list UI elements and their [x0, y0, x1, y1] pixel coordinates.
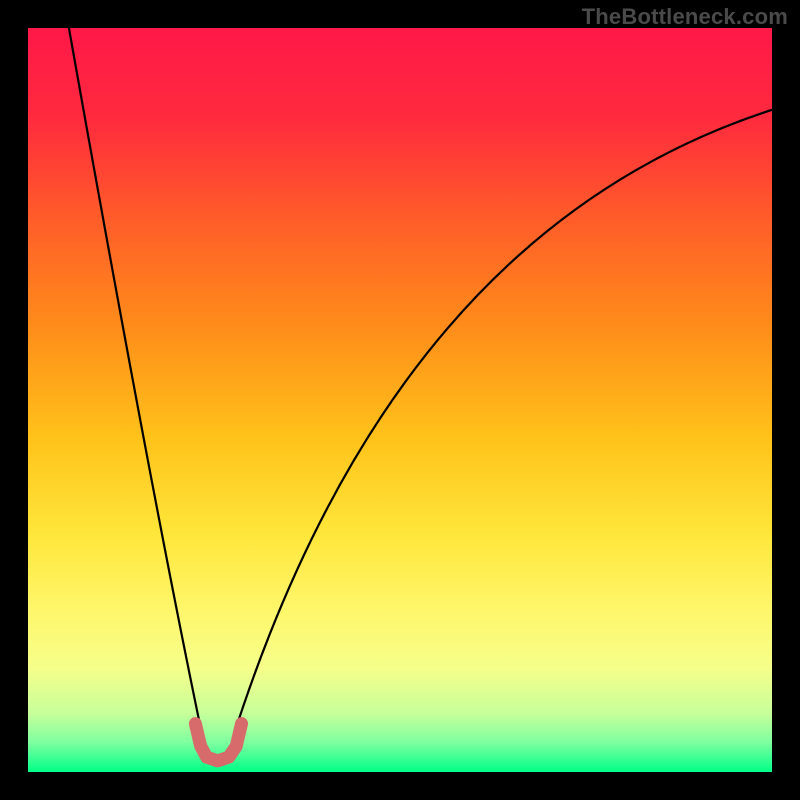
chart-frame: TheBottleneck.com	[0, 0, 800, 800]
curve-layer	[28, 28, 772, 772]
bottleneck-curve-right	[233, 110, 772, 739]
bottleneck-curve-left	[69, 28, 203, 739]
watermark-text: TheBottleneck.com	[582, 4, 788, 30]
plot-area	[28, 28, 772, 772]
dip-highlight	[195, 724, 241, 761]
